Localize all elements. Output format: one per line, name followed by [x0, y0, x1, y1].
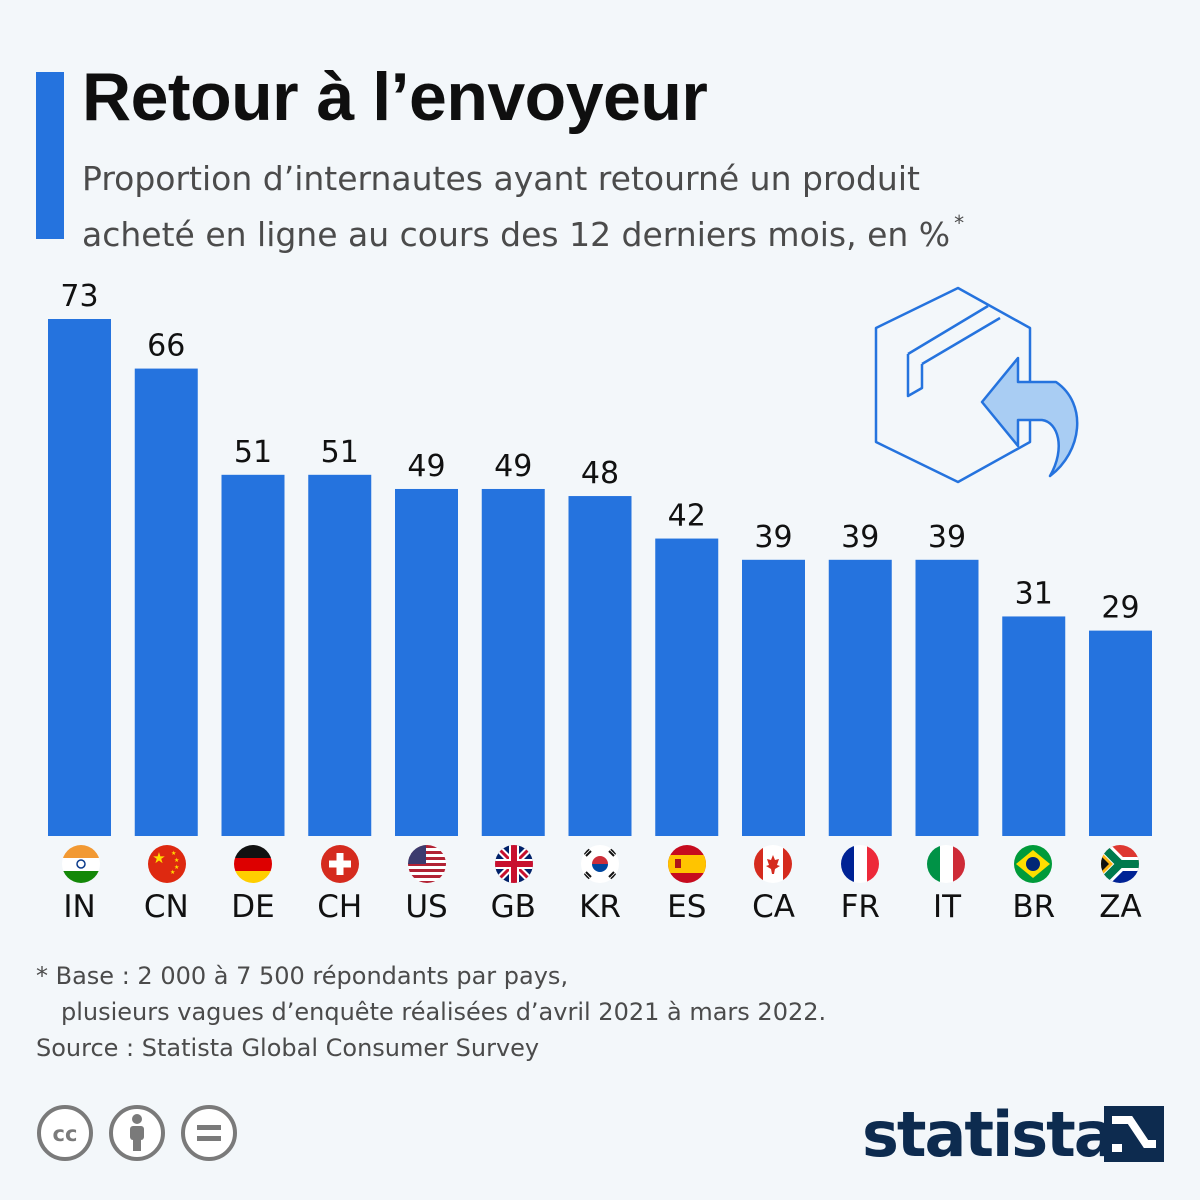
bar-chart: 73 IN 66 CN 51 DE 51 CH 49 US 49 GB 48 KR 42 ES 39 CA 39 FR…	[48, 279, 1152, 925]
value-label-it: 39	[928, 520, 966, 555]
creative-commons-icon[interactable]: cc	[36, 1104, 94, 1162]
value-label-de: 51	[234, 435, 272, 470]
spain-flag-icon	[668, 845, 706, 883]
category-label-ch: CH	[317, 889, 362, 925]
subtitle-line-1: Proportion d’internautes ayant retourné …	[82, 159, 920, 198]
no-derivatives-icon[interactable]	[180, 1104, 238, 1162]
value-label-kr: 48	[581, 456, 619, 491]
bar-es	[655, 538, 719, 836]
value-label-za: 29	[1101, 591, 1139, 626]
svg-text:★: ★	[174, 857, 179, 864]
subtitle-asterisk: *	[954, 211, 965, 235]
category-label-in: IN	[63, 889, 95, 925]
china-flag-icon: ★ ★ ★ ★ ★	[148, 845, 186, 883]
value-label-in: 73	[60, 279, 98, 314]
value-label-ca: 39	[754, 520, 792, 555]
attribution-icon[interactable]	[108, 1104, 166, 1162]
returned-package-icon	[874, 286, 1079, 484]
chart-title: Retour à l’envoyeur	[82, 59, 708, 135]
value-label-fr: 39	[841, 520, 879, 555]
footnote-line-2: plusieurs vagues d’enquête réalisées d’a…	[61, 998, 827, 1026]
canada-flag-icon	[754, 845, 792, 883]
value-label-es: 42	[668, 499, 706, 534]
bar-ch	[308, 474, 372, 836]
title-accent-bar	[36, 72, 64, 239]
category-label-de: DE	[231, 889, 274, 925]
svg-text:cc: cc	[53, 1122, 78, 1146]
south-africa-flag-icon	[1101, 845, 1139, 883]
italy-flag-icon	[927, 845, 965, 883]
bars: 73 IN 66 CN 51 DE 51 CH 49 US 49 GB 48 KR 42 ES 39 CA 39 FR…	[48, 279, 1152, 925]
bar-kr	[568, 496, 632, 836]
value-label-ch: 51	[321, 435, 359, 470]
svg-text:★: ★	[174, 864, 179, 871]
bar-fr	[828, 559, 892, 836]
bar-us	[395, 488, 458, 836]
svg-text:★: ★	[171, 850, 176, 857]
usa-flag-icon	[408, 845, 446, 883]
category-label-fr: FR	[841, 889, 880, 925]
subtitle-line-2: acheté en ligne au cours des 12 derniers…	[82, 201, 1142, 257]
south-korea-flag-icon	[581, 845, 619, 883]
switzerland-flag-icon	[321, 845, 359, 883]
chart-subtitle: Proportion d’internautes ayant retourné …	[82, 157, 1142, 257]
value-label-cn: 66	[147, 329, 185, 364]
category-label-it: IT	[933, 889, 962, 925]
category-label-us: US	[405, 889, 447, 925]
statista-wordmark[interactable]: statista	[862, 1098, 1116, 1171]
brazil-flag-icon	[1014, 845, 1052, 883]
value-label-br: 31	[1015, 576, 1053, 611]
country-flags: ★ ★ ★ ★ ★	[62, 845, 1139, 883]
bar-in	[48, 319, 111, 836]
value-label-us: 49	[407, 449, 445, 484]
category-label-kr: KR	[579, 889, 621, 925]
value-label-gb: 49	[494, 449, 532, 484]
subtitle-line-2-text: acheté en ligne au cours des 12 derniers…	[82, 215, 951, 254]
category-label-za: ZA	[1099, 889, 1141, 925]
category-label-ca: CA	[752, 889, 795, 925]
bar-it	[915, 559, 979, 836]
bar-za	[1089, 630, 1152, 836]
footnote-line-1: * Base : 2 000 à 7 500 répondants par pa…	[36, 962, 569, 990]
category-label-es: ES	[667, 889, 706, 925]
svg-text:★: ★	[152, 849, 165, 867]
uk-flag-icon	[495, 845, 533, 883]
category-label-br: BR	[1012, 889, 1055, 925]
germany-flag-icon	[234, 845, 272, 883]
bar-ca	[742, 559, 805, 836]
bar-cn	[134, 368, 198, 836]
india-flag-icon	[62, 845, 100, 883]
category-label-gb: GB	[491, 889, 536, 925]
footnote: * Base : 2 000 à 7 500 répondants par pa…	[36, 958, 826, 1030]
bar-de	[221, 474, 285, 836]
bar-gb	[481, 488, 545, 836]
bar-br	[1002, 616, 1066, 836]
statista-logo-icon[interactable]	[1104, 1106, 1164, 1162]
france-flag-icon	[841, 845, 879, 883]
svg-text:★: ★	[170, 869, 175, 876]
source-note: Source : Statista Global Consumer Survey	[36, 1034, 540, 1062]
category-label-cn: CN	[144, 889, 189, 925]
